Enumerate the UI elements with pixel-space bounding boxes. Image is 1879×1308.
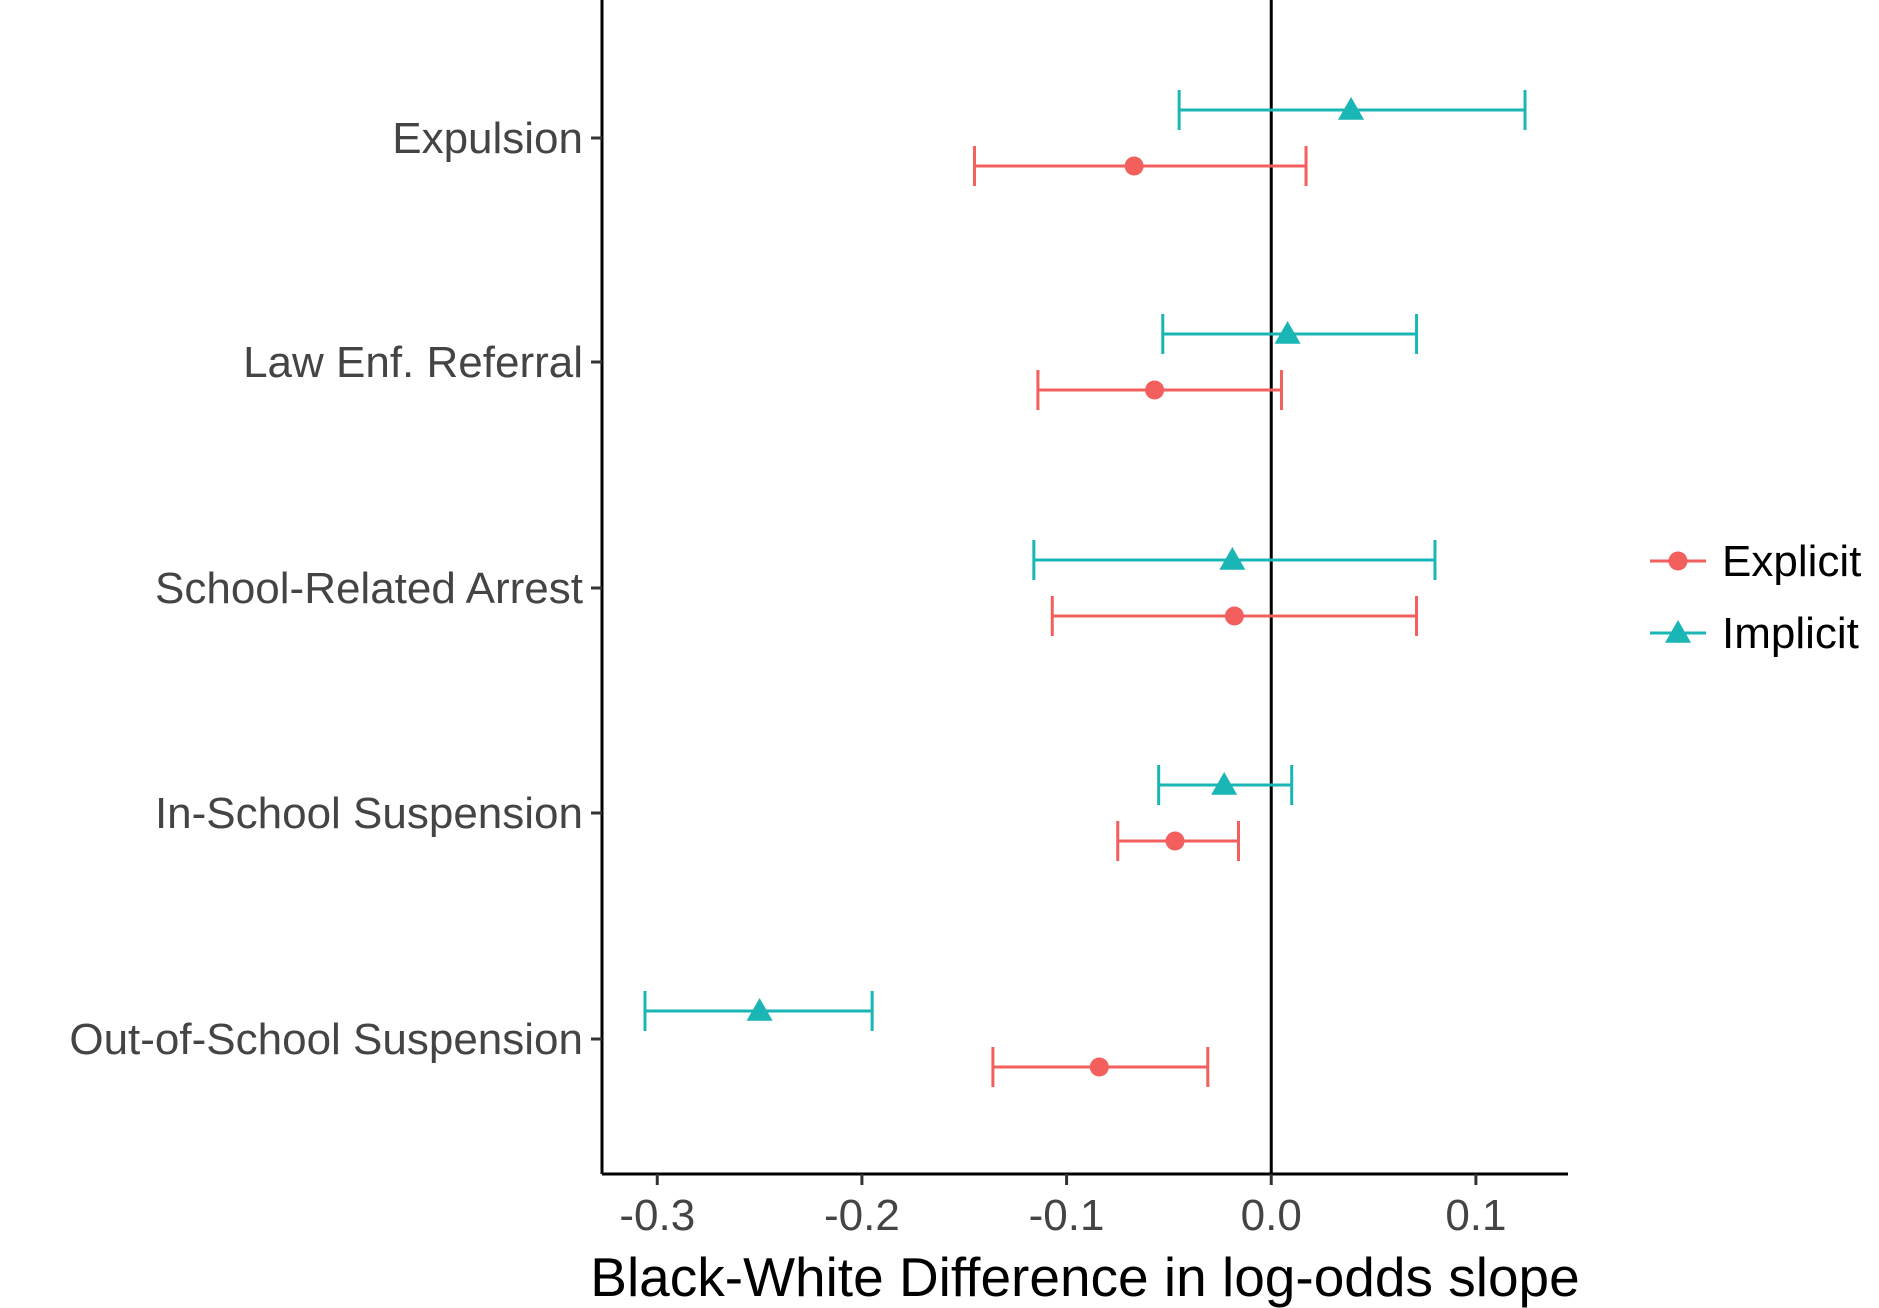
y-axis-ticks: Expulsion Law Enf. Referral School-Related… bbox=[69, 114, 602, 1064]
legend-item-implicit: Implicit bbox=[1650, 609, 1859, 658]
y-tick-label-school-related-arrest: School-Related Arrest bbox=[155, 564, 583, 613]
x-tick-label: 0.1 bbox=[1445, 1191, 1506, 1240]
series-implicit bbox=[643, 90, 1527, 1031]
x-tick-label: -0.3 bbox=[619, 1191, 695, 1240]
axes bbox=[600, 0, 1568, 1176]
point-implicit-out-of-school-suspension bbox=[746, 998, 773, 1021]
plot-area bbox=[643, 0, 1527, 1174]
point-explicit-expulsion bbox=[1124, 156, 1144, 176]
x-axis-ticks: -0.3 -0.2 -0.1 0.0 0.1 bbox=[619, 1174, 1506, 1240]
legend-label: Explicit bbox=[1722, 537, 1861, 586]
series-explicit bbox=[972, 146, 1419, 1087]
point-implicit-in-school-suspension bbox=[1211, 772, 1238, 795]
point-implicit-school-related-arrest bbox=[1219, 547, 1246, 570]
y-tick-label-law-enf-referral: Law Enf. Referral bbox=[243, 338, 583, 387]
legend-item-explicit: Explicit bbox=[1650, 537, 1861, 586]
point-explicit-school-related-arrest bbox=[1224, 606, 1244, 626]
y-tick-label-expulsion: Expulsion bbox=[392, 114, 583, 163]
x-tick-label: 0.0 bbox=[1241, 1191, 1302, 1240]
x-axis-title: Black-White Difference in log-odds slope bbox=[590, 1246, 1579, 1308]
point-explicit-in-school-suspension bbox=[1165, 831, 1185, 851]
legend-label: Implicit bbox=[1722, 609, 1859, 658]
y-tick-label-in-school-suspension: In-School Suspension bbox=[155, 789, 583, 838]
point-explicit-law-enf-referral bbox=[1145, 380, 1165, 400]
x-tick-label: -0.1 bbox=[1029, 1191, 1105, 1240]
legend: Explicit Implicit bbox=[1650, 537, 1861, 658]
point-implicit-expulsion bbox=[1338, 97, 1365, 120]
point-explicit-out-of-school-suspension bbox=[1089, 1057, 1109, 1077]
point-implicit-law-enf-referral bbox=[1274, 321, 1301, 344]
x-tick-label: -0.2 bbox=[824, 1191, 900, 1240]
y-tick-label-out-of-school-suspension: Out-of-School Suspension bbox=[69, 1015, 583, 1064]
legend-key-marker bbox=[1668, 551, 1688, 571]
legend-key-marker bbox=[1665, 620, 1691, 643]
